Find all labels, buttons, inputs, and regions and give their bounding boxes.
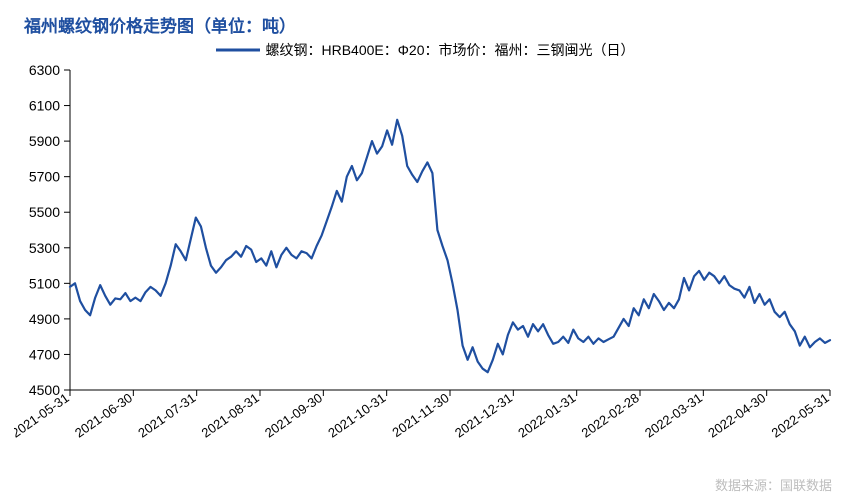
svg-text:6300: 6300 [29,62,60,78]
price-line-chart: 4500470049005100530055005700590061006300… [14,60,834,480]
svg-text:2021-08-31: 2021-08-31 [199,390,262,440]
svg-text:5900: 5900 [29,133,60,149]
svg-text:2022-01-31: 2022-01-31 [515,390,578,440]
svg-text:2021-10-31: 2021-10-31 [325,390,388,440]
data-source-text: 数据来源：国联数据 [715,475,832,494]
svg-text:2021-09-30: 2021-09-30 [262,390,325,440]
svg-text:2022-03-31: 2022-03-31 [642,390,705,440]
svg-text:4900: 4900 [29,311,60,327]
svg-text:2022-04-30: 2022-04-30 [705,390,768,440]
svg-text:5300: 5300 [29,240,60,256]
svg-text:2022-02-28: 2022-02-28 [579,390,642,440]
svg-text:2021-12-31: 2021-12-31 [452,390,515,440]
svg-text:5500: 5500 [29,204,60,220]
legend: 螺纹钢：HRB400E：Φ20：市场价：福州：三钢闽光（日） [0,40,850,60]
svg-text:5700: 5700 [29,169,60,185]
svg-text:6100: 6100 [29,98,60,114]
svg-text:2021-11-30: 2021-11-30 [389,390,451,440]
legend-label: 螺纹钢：HRB400E：Φ20：市场价：福州：三钢闽光（日） [266,42,635,58]
chart-title: 福州螺纹钢价格走势图（单位：吨） [24,12,296,37]
svg-text:5100: 5100 [29,275,60,291]
svg-text:2021-07-31: 2021-07-31 [135,390,198,440]
svg-text:4700: 4700 [29,346,60,362]
legend-swatch [216,41,260,59]
svg-text:2022-05-31: 2022-05-31 [769,390,832,440]
svg-text:2021-06-30: 2021-06-30 [72,390,135,440]
